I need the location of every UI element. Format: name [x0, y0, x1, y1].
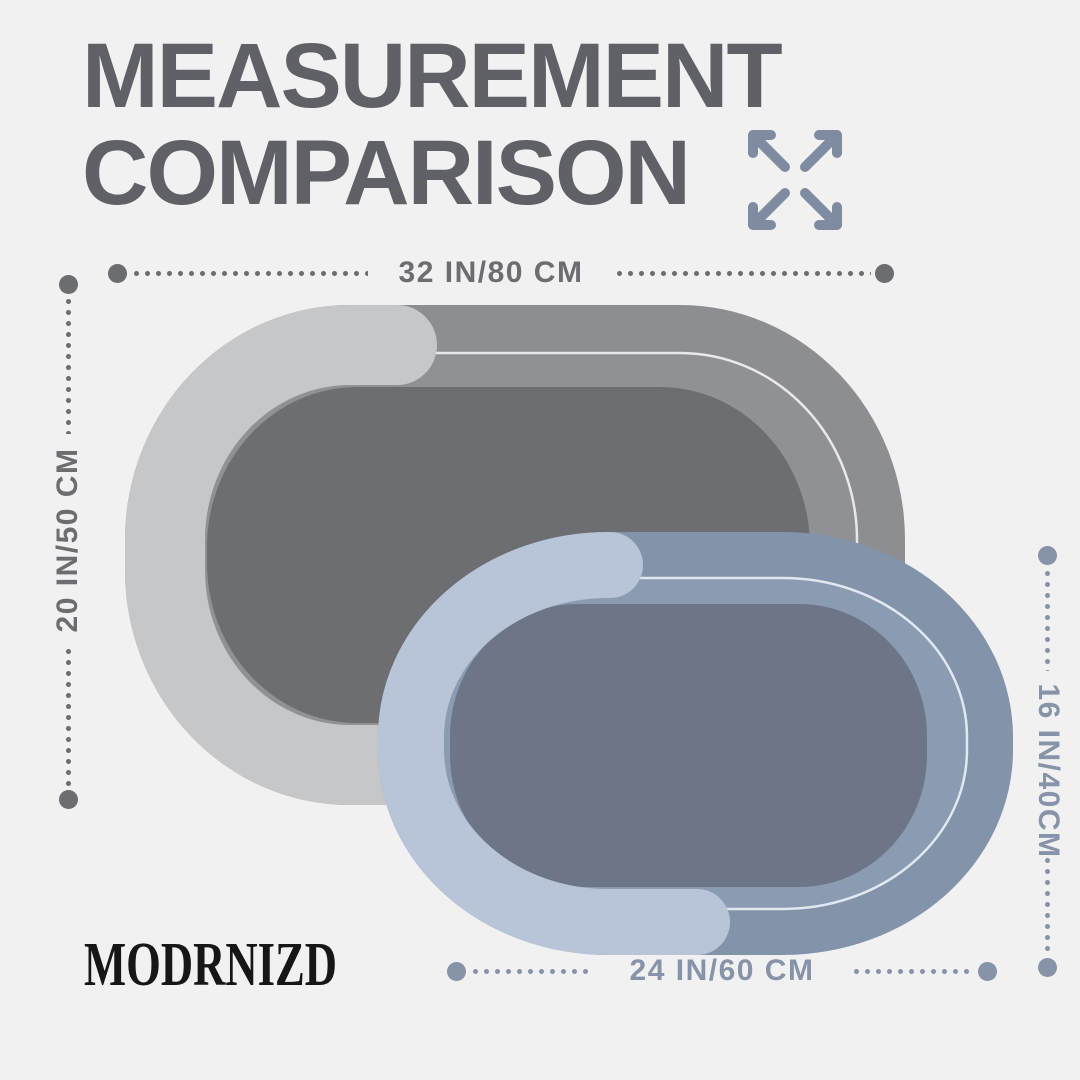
small-blue-mat: [378, 532, 1013, 955]
dim-left-dotted-line-bottom: [65, 646, 72, 788]
dim-bottom-left-endpoint: [447, 962, 466, 981]
arrow-up-right-head: [814, 130, 842, 158]
arrow-down-right-stick: [800, 188, 838, 226]
dim-bottom-dotted-line-right: [851, 968, 975, 975]
arrow-down-left-stick: [752, 188, 790, 226]
dim-right-dotted-line-top: [1044, 568, 1051, 671]
dim-right-dotted-line-bottom: [1044, 855, 1051, 953]
arrow-up-right-stick: [800, 134, 838, 172]
dim-top-dotted-line-left: [131, 270, 368, 277]
small-mat-inner-oval: [450, 604, 927, 887]
arrow-down-right-head: [814, 202, 842, 230]
small-mat-light-band: [378, 532, 730, 955]
dim-left-dotted-line-top: [65, 296, 72, 434]
page-title-line2: COMPARISON: [82, 122, 691, 224]
dim-bottom-right-endpoint: [978, 962, 997, 981]
expand-arrows-strokes: [748, 130, 842, 230]
dim-top-label: 32 IN/80 CM: [398, 256, 584, 289]
arrow-up-left-stick: [752, 134, 790, 172]
arrow-down-left-head: [748, 202, 776, 230]
brand-logo: MODRNIZD: [84, 931, 337, 999]
dim-top-left-endpoint: [108, 264, 127, 283]
dim-bottom-label: 24 IN/60 CM: [629, 954, 815, 987]
page-title-line1: MEASUREMENT: [82, 25, 783, 127]
dim-right-top-endpoint: [1038, 546, 1057, 565]
dim-top-right-endpoint: [875, 264, 894, 283]
expand-arrows-icon: [748, 130, 842, 230]
page-title: MEASUREMENT COMPARISON: [82, 25, 783, 224]
arrow-up-left-head: [748, 130, 776, 158]
dim-left-label: 20 IN/50 CM: [51, 447, 84, 633]
dim-bottom-dotted-line-left: [470, 968, 594, 975]
large-mat-light-band: [125, 305, 560, 805]
dim-right-bottom-endpoint: [1038, 958, 1057, 977]
dim-left-bottom-endpoint: [59, 790, 78, 809]
dim-left-top-endpoint: [59, 275, 78, 294]
dim-top-dotted-line-right: [614, 270, 871, 277]
